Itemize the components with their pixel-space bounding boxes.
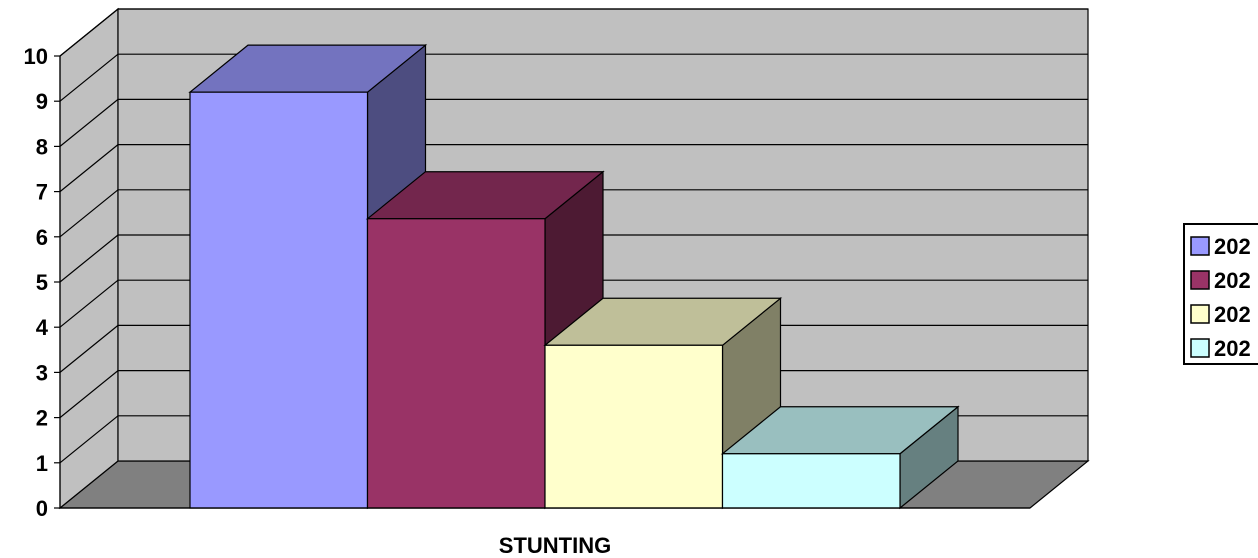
y-tick-label: 4 — [36, 315, 49, 340]
y-tick-label: 8 — [36, 134, 48, 159]
y-tick-label: 6 — [36, 225, 48, 250]
y-tick-label: 7 — [36, 180, 48, 205]
y-tick-label: 5 — [36, 270, 48, 295]
y-tick-label: 3 — [36, 360, 48, 385]
gridline — [59, 144, 1088, 193]
bar-front — [189, 91, 369, 509]
gridline — [59, 98, 1088, 147]
y-tick-label: 2 — [36, 406, 48, 431]
y-tick-label: 0 — [36, 496, 48, 521]
y-tick-label: 9 — [36, 89, 48, 114]
legend-swatch — [1190, 270, 1210, 290]
legend-label: 202 — [1214, 268, 1251, 293]
gridline — [59, 8, 1088, 57]
gridline — [59, 279, 1088, 328]
y-tick-label: 10 — [24, 44, 48, 69]
y-axis-ticks: 0 1 2 3 4 5 6 7 8 9 10 — [24, 44, 1030, 521]
legend-swatch — [1190, 304, 1210, 324]
legend-swatch — [1190, 236, 1210, 256]
bar-front — [721, 453, 901, 509]
gridline — [59, 189, 1088, 238]
legend: 202 202 202 202 — [1183, 223, 1258, 365]
y-tick-label: 1 — [36, 451, 48, 476]
gridline — [59, 234, 1088, 283]
legend-swatch — [1190, 338, 1210, 358]
legend-label: 202 — [1214, 336, 1251, 361]
legend-label: 202 — [1214, 234, 1251, 259]
gridline — [59, 53, 1088, 102]
bar-4 — [720, 405, 960, 510]
x-category-label: STUNTING — [499, 533, 611, 558]
bars — [188, 43, 960, 510]
legend-label: 202 — [1214, 302, 1251, 327]
bar-front — [366, 218, 546, 509]
bar-front — [544, 344, 724, 509]
